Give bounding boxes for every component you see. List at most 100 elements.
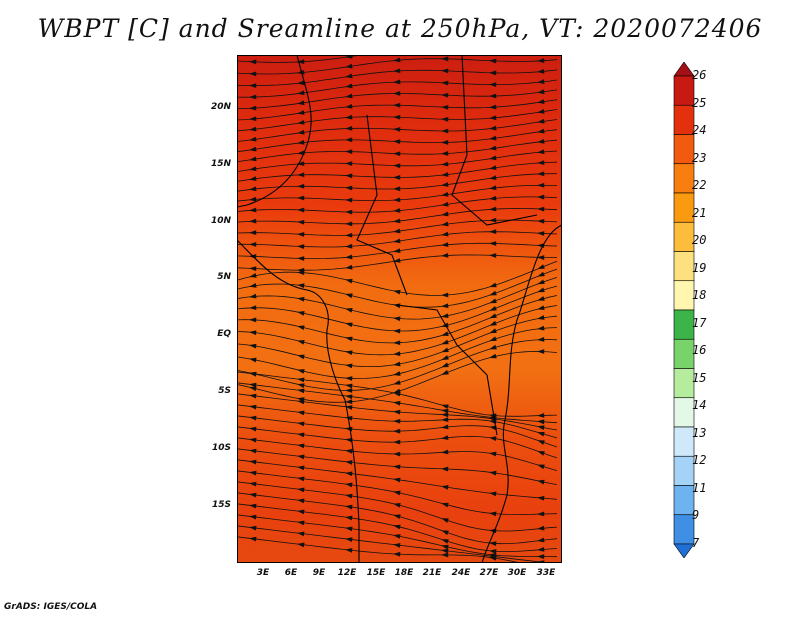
streamline-arrow [249, 357, 257, 363]
colorbar-label: 19 [692, 260, 707, 275]
streamline-arrow [297, 520, 305, 526]
streamline-arrow [345, 125, 353, 131]
streamline-arrow [489, 206, 497, 212]
streamline-arrow [393, 68, 401, 74]
streamline-arrow [297, 140, 305, 145]
streamline-arrow [345, 173, 353, 179]
streamline-arrow [249, 317, 257, 323]
streamline-arrow [537, 431, 545, 437]
streamline-arrow [489, 104, 497, 110]
coastlines [237, 55, 562, 563]
streamline-arrow [345, 63, 353, 69]
streamline-arrow [249, 514, 257, 520]
streamline-arrow [489, 305, 497, 311]
streamline-arrow [489, 549, 497, 554]
streamline-arrow [297, 383, 305, 389]
streamline-arrow [537, 525, 545, 531]
colorbar-top-arrow [673, 62, 695, 77]
streamline-arrow [489, 229, 497, 235]
streamline-arrow [297, 129, 305, 135]
lat-label: EQ [217, 329, 231, 339]
streamline-arrow [489, 253, 497, 258]
colorbar-label: 21 [692, 205, 707, 220]
streamline-arrow [537, 315, 545, 320]
streamline-arrow [537, 511, 545, 517]
colorbar-label: 25 [692, 95, 707, 110]
streamline-arrow [249, 343, 257, 349]
colorbar-label: 16 [692, 343, 707, 358]
lat-label: 5S [218, 386, 231, 396]
streamline-arrow [441, 201, 449, 207]
streamline-arrow [297, 100, 305, 106]
streamline-arrow [393, 316, 401, 322]
streamline-arrow [537, 264, 545, 270]
streamline-arrow [249, 459, 257, 465]
streamline-arrow [441, 412, 449, 418]
streamline-arrow [537, 464, 545, 470]
colorbar-segment [673, 75, 695, 106]
streamline-arrow [441, 303, 449, 309]
streamline-arrow [345, 254, 353, 260]
streamlines [237, 55, 558, 563]
streamline-arrow [489, 135, 497, 141]
streamline-arrow [297, 487, 305, 493]
streamline-arrow [297, 369, 305, 374]
streamline-arrow [345, 437, 353, 443]
streamline-arrow [441, 56, 449, 62]
streamline-arrow [393, 102, 401, 108]
streamline-arrow [345, 399, 353, 405]
streamline-arrow [297, 59, 305, 65]
colorbar-segment [673, 485, 695, 516]
streamline-arrow [441, 172, 449, 177]
streamline-arrow [393, 351, 401, 357]
streamline-arrow [393, 175, 401, 180]
streamline-arrow [345, 350, 353, 356]
streamline-arrow [297, 207, 305, 213]
streamline-arrow [537, 118, 545, 124]
streamline-arrow [393, 361, 401, 367]
streamline-arrow [489, 451, 497, 457]
streamline-arrow [297, 244, 305, 249]
streamline-arrow [393, 439, 401, 445]
streamline-arrow [489, 470, 497, 476]
colorbar-label: 9 [692, 508, 700, 523]
streamline-arrow [537, 99, 545, 104]
streamline-arrow [441, 408, 449, 414]
streamline-arrow [249, 437, 257, 443]
colorbar-label: 20 [692, 233, 707, 248]
streamline-arrow [249, 136, 257, 142]
streamline-arrow [393, 490, 401, 496]
streamline-arrow [393, 371, 401, 376]
streamline-arrow [345, 363, 353, 369]
streamline-arrow [249, 266, 257, 272]
streamline-arrow [345, 243, 353, 249]
streamline-arrow [393, 186, 401, 192]
streamline-arrow [441, 161, 449, 167]
streamline-arrow [345, 161, 353, 167]
streamline-arrow [489, 491, 497, 497]
streamline-arrow [489, 313, 497, 319]
streamline-arrow [249, 156, 257, 162]
streamline-arrow [537, 271, 545, 277]
streamline-arrow [537, 287, 545, 293]
streamline-arrow [441, 355, 449, 360]
colorbar-label: 26 [692, 68, 707, 82]
streamline-arrow [297, 410, 305, 416]
streamline-arrow [537, 149, 545, 155]
streamline-arrow [537, 440, 545, 445]
streamline-arrow [249, 330, 257, 336]
streamline-arrow [441, 192, 449, 197]
streamline-arrow [537, 218, 545, 224]
streamline-arrow [537, 89, 545, 95]
streamline-arrow [393, 391, 401, 397]
colorbar-segment [673, 514, 695, 545]
streamline-arrow [345, 137, 353, 143]
streamline-arrow [249, 393, 257, 399]
lat-label: 10N [210, 216, 231, 226]
lon-label: 33E [536, 568, 556, 578]
streamline-arrow [441, 424, 449, 430]
streamline-arrow [537, 554, 545, 559]
streamline-arrow [297, 195, 305, 201]
colorbar-segment [673, 104, 695, 135]
streamline-arrow [489, 145, 497, 151]
